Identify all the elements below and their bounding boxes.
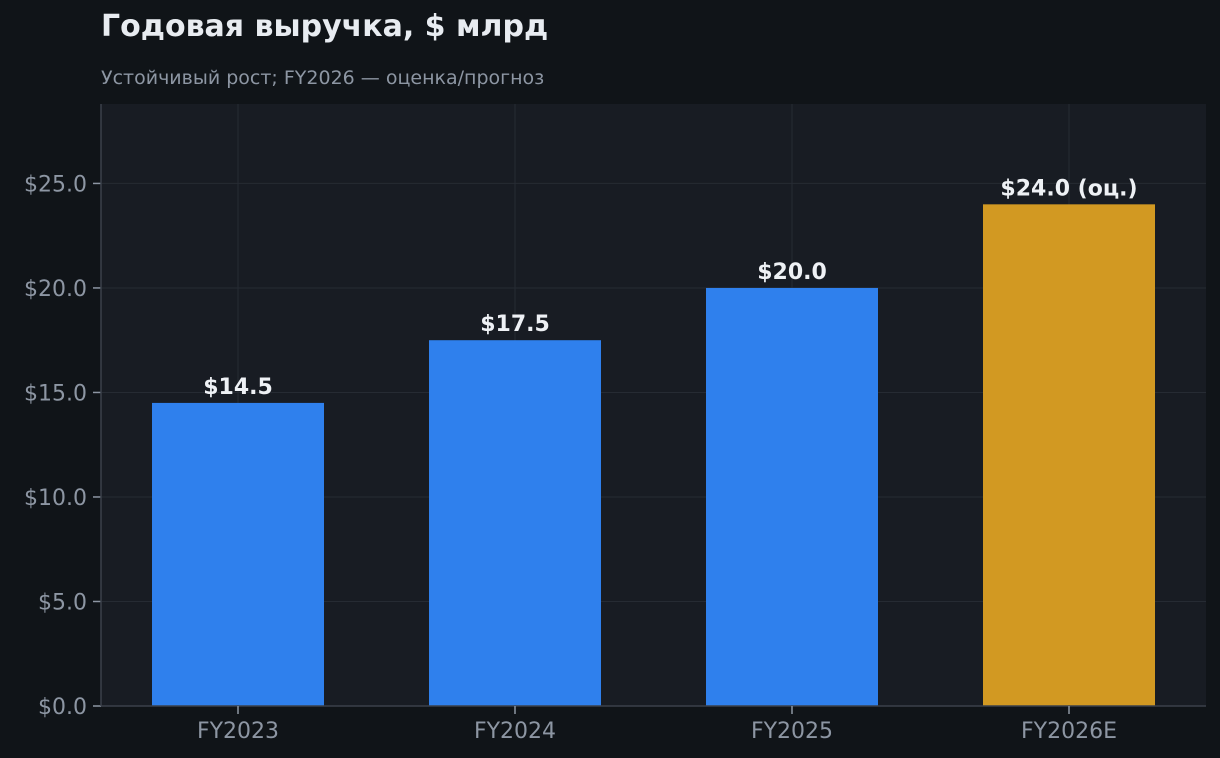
bar-fy2026e xyxy=(983,204,1155,707)
x-tick-label: FY2026E xyxy=(1021,719,1117,744)
y-tick-label: $5.0 xyxy=(38,590,87,615)
chart-subtitle: Устойчивый рост; FY2026 — оценка/прогноз xyxy=(101,67,545,89)
y-tick-label: $20.0 xyxy=(24,277,87,302)
value-label: $17.5 xyxy=(480,312,550,337)
x-tick-label: FY2025 xyxy=(751,719,833,744)
value-labels: $14.5 $17.5 $20.0 $24.0 (оц.) xyxy=(203,176,1137,400)
bar-fy2023 xyxy=(152,402,324,706)
axes: $0.0 $5.0 $10.0 $15.0 $20.0 $25.0 FY2023 FY2024… xyxy=(24,104,1206,744)
value-label: $20.0 xyxy=(757,260,827,285)
y-tick-label: $10.0 xyxy=(24,486,87,511)
x-tick-label: FY2024 xyxy=(474,719,556,744)
y-tick-label: $25.0 xyxy=(24,172,87,197)
bars xyxy=(152,204,1155,707)
bar-fy2024 xyxy=(429,340,601,706)
y-tick-label: $0.0 xyxy=(38,695,87,720)
bar-fy2025 xyxy=(706,287,878,706)
x-tick-label: FY2023 xyxy=(197,719,279,744)
chart-title: Годовая выручка, $ млрд xyxy=(101,9,549,44)
value-label: $14.5 xyxy=(203,375,273,400)
y-tick-label: $15.0 xyxy=(24,381,87,406)
value-label: $24.0 (оц.) xyxy=(1000,176,1137,201)
